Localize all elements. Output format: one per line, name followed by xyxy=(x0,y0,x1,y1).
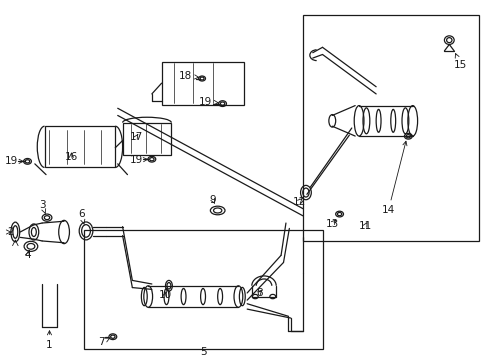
Bar xyxy=(44,126,115,167)
Text: 10: 10 xyxy=(158,291,171,301)
Text: 19: 19 xyxy=(199,97,218,107)
Text: 2: 2 xyxy=(6,227,14,237)
Text: 9: 9 xyxy=(209,195,216,205)
Text: 19: 19 xyxy=(5,156,23,166)
Bar xyxy=(122,123,171,155)
Text: 1: 1 xyxy=(46,331,53,350)
Text: 14: 14 xyxy=(381,141,406,216)
Text: 3: 3 xyxy=(39,200,45,213)
Text: 12: 12 xyxy=(292,197,305,207)
Text: 16: 16 xyxy=(64,152,78,162)
Text: 18: 18 xyxy=(178,71,198,81)
Text: 7: 7 xyxy=(98,337,110,347)
Text: 5: 5 xyxy=(199,347,206,357)
Text: 4: 4 xyxy=(24,250,31,260)
Text: 11: 11 xyxy=(358,221,371,230)
Text: 6: 6 xyxy=(78,209,84,225)
Text: 19: 19 xyxy=(129,155,148,165)
Bar xyxy=(161,62,244,105)
Text: 13: 13 xyxy=(325,219,338,229)
Bar xyxy=(303,15,478,241)
Text: 8: 8 xyxy=(255,288,262,298)
Text: 17: 17 xyxy=(129,132,142,142)
Text: 15: 15 xyxy=(453,54,466,70)
Bar xyxy=(83,230,322,348)
